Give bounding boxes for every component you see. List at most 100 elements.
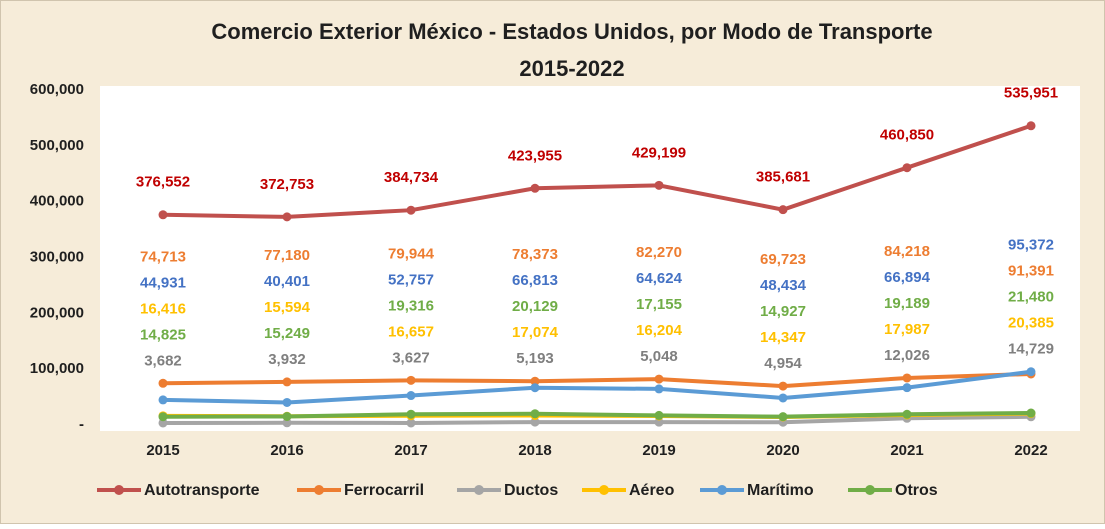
series-line bbox=[162, 369, 1032, 405]
y-tick-label: 200,000 bbox=[30, 304, 84, 321]
x-tick-label: 2020 bbox=[766, 442, 799, 459]
y-tick-label: 100,000 bbox=[30, 360, 84, 377]
legend-label: Autotransporte bbox=[144, 482, 260, 499]
data-label: 44,931 bbox=[140, 274, 186, 291]
point bbox=[158, 378, 168, 388]
data-label: 384,734 bbox=[384, 169, 439, 186]
data-label: 16,416 bbox=[140, 300, 186, 317]
data-label: 5,193 bbox=[516, 350, 554, 367]
data-label: 19,189 bbox=[884, 295, 930, 312]
data-label: 40,401 bbox=[264, 273, 310, 290]
point bbox=[158, 418, 168, 428]
legend-marker bbox=[717, 485, 727, 495]
data-label: 423,955 bbox=[508, 147, 562, 164]
point bbox=[530, 383, 540, 393]
point bbox=[158, 412, 168, 422]
data-label: 3,627 bbox=[392, 349, 430, 366]
legend-marker bbox=[114, 485, 124, 495]
data-label: 12,026 bbox=[884, 347, 930, 364]
data-label: 3,932 bbox=[268, 351, 306, 368]
series-line bbox=[162, 411, 1032, 419]
point bbox=[282, 397, 292, 407]
legend-label: Marítimo bbox=[747, 482, 814, 499]
data-label: 14,729 bbox=[1008, 341, 1054, 358]
data-label: 66,894 bbox=[884, 269, 931, 286]
data-label: 535,951 bbox=[1004, 85, 1058, 102]
data-label: 77,180 bbox=[264, 247, 310, 264]
data-label: 82,270 bbox=[636, 244, 682, 261]
data-label: 16,657 bbox=[388, 323, 434, 340]
x-tick-label: 2018 bbox=[518, 442, 551, 459]
data-label: 95,372 bbox=[1008, 237, 1054, 254]
y-tick-label: - bbox=[79, 416, 84, 433]
point bbox=[1026, 121, 1036, 131]
series-line bbox=[162, 123, 1032, 219]
data-label: 16,204 bbox=[636, 322, 683, 339]
point bbox=[530, 376, 540, 386]
legend-marker bbox=[865, 485, 875, 495]
plot-area bbox=[100, 86, 1080, 431]
data-label: 376,552 bbox=[136, 174, 190, 191]
legend-label: Ductos bbox=[504, 482, 558, 499]
point bbox=[530, 183, 540, 193]
data-label: 372,753 bbox=[260, 176, 314, 193]
chart-title: Comercio Exterior México - Estados Unido… bbox=[211, 19, 932, 44]
data-label: 14,927 bbox=[760, 303, 806, 320]
point bbox=[778, 412, 788, 422]
point bbox=[654, 180, 664, 190]
data-label: 91,391 bbox=[1008, 263, 1054, 280]
data-label: 84,218 bbox=[884, 243, 930, 260]
series-line bbox=[162, 371, 1032, 389]
point bbox=[902, 163, 912, 173]
point bbox=[654, 417, 664, 427]
data-label: 14,825 bbox=[140, 326, 186, 343]
point bbox=[282, 418, 292, 428]
point bbox=[406, 375, 416, 385]
x-tick-label: 2022 bbox=[1014, 442, 1047, 459]
point bbox=[654, 384, 664, 394]
data-label: 4,954 bbox=[764, 355, 802, 372]
legend-label: Aéreo bbox=[629, 482, 675, 499]
data-label: 64,624 bbox=[636, 270, 683, 287]
data-label: 15,249 bbox=[264, 325, 310, 342]
legend-label: Otros bbox=[895, 482, 938, 499]
data-label: 17,987 bbox=[884, 321, 930, 338]
data-label: 17,155 bbox=[636, 296, 682, 313]
data-label: 74,713 bbox=[140, 248, 186, 265]
data-label: 20,385 bbox=[1008, 315, 1054, 332]
point bbox=[530, 417, 540, 427]
data-label: 20,129 bbox=[512, 298, 558, 315]
legend-marker bbox=[314, 485, 324, 495]
data-label: 3,682 bbox=[144, 352, 182, 369]
legend-label: Ferrocarril bbox=[344, 482, 424, 499]
point bbox=[654, 410, 664, 420]
point bbox=[778, 205, 788, 215]
data-label: 78,373 bbox=[512, 246, 558, 263]
data-label: 5,048 bbox=[640, 348, 678, 365]
data-label: 79,944 bbox=[388, 245, 435, 262]
data-label: 429,199 bbox=[632, 144, 686, 161]
legend-marker bbox=[474, 485, 484, 495]
point bbox=[406, 418, 416, 428]
point bbox=[406, 205, 416, 215]
legend-marker bbox=[599, 485, 609, 495]
y-tick-label: 400,000 bbox=[30, 193, 84, 210]
point bbox=[902, 383, 912, 393]
data-label: 21,480 bbox=[1008, 289, 1054, 306]
y-tick-label: 300,000 bbox=[30, 248, 84, 265]
data-label: 48,434 bbox=[760, 277, 807, 294]
data-label: 66,813 bbox=[512, 272, 558, 289]
chart-subtitle: 2015-2022 bbox=[519, 56, 624, 81]
series-line bbox=[162, 414, 1032, 425]
point bbox=[282, 212, 292, 222]
point bbox=[158, 395, 168, 405]
point bbox=[654, 374, 664, 384]
point bbox=[406, 391, 416, 401]
point bbox=[778, 393, 788, 403]
point bbox=[158, 210, 168, 220]
x-tick-label: 2021 bbox=[890, 442, 923, 459]
point bbox=[282, 411, 292, 421]
x-tick-label: 2017 bbox=[394, 442, 427, 459]
point bbox=[406, 409, 416, 419]
